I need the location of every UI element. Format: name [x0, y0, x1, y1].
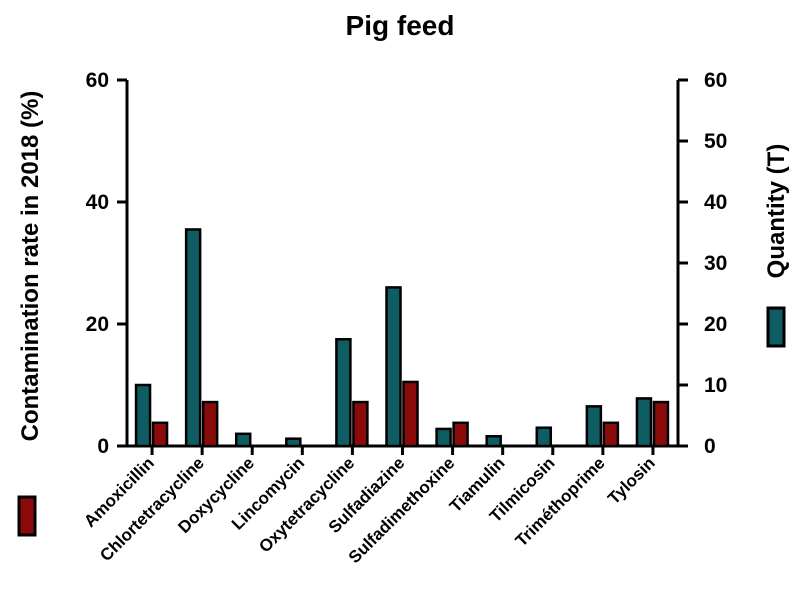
bar-quantity-0 — [134, 383, 152, 448]
left-tick-label: 60 — [86, 69, 109, 92]
bar-quantity-10 — [635, 397, 653, 448]
left-axis-label-group: Contamination rate in 2018 (%) — [17, 91, 44, 537]
bar-contamination-4 — [352, 400, 369, 448]
legend-swatch-right — [766, 306, 786, 348]
right-axis-label-group: Quantity (T) — [763, 144, 790, 348]
category-label: Tylosin — [604, 453, 659, 508]
bar-quantity-4 — [335, 338, 352, 448]
x-ticks — [150, 446, 655, 455]
category-label: Triméthoprime — [512, 453, 609, 550]
bar-contamination-0 — [151, 421, 169, 448]
bar-contamination-1 — [201, 400, 219, 448]
bar-contamination-5 — [402, 380, 419, 448]
bar-quantity-7 — [485, 434, 502, 448]
right-tick-label: 50 — [704, 130, 727, 153]
right-tick-label: 40 — [704, 191, 727, 214]
right-tick-label: 0 — [704, 435, 716, 458]
bar-quantity-8 — [535, 426, 553, 448]
bar-quantity-2 — [234, 432, 252, 448]
left-tick-label: 0 — [97, 435, 109, 458]
left-axis-label: Contamination rate in 2018 (%) — [17, 91, 44, 442]
chart-title: Pig feed — [346, 10, 455, 41]
right-tick-label: 10 — [704, 374, 727, 397]
bar-quantity-9 — [585, 405, 603, 448]
category-labels: AmoxicillinChlortetracyclineDoxycyclineL… — [80, 453, 658, 567]
right-axis-label: Quantity (T) — [763, 144, 790, 279]
legend-swatch-left — [17, 495, 37, 537]
right-tick-label: 30 — [704, 252, 727, 275]
bar-contamination-10 — [652, 400, 670, 448]
bar-contamination-6 — [452, 421, 469, 448]
left-tick-label: 40 — [86, 191, 109, 214]
right-ticks: 0 10 20 30 40 50 60 — [678, 69, 727, 458]
left-tick-label: 20 — [86, 313, 109, 336]
bar-quantity-3 — [285, 437, 302, 448]
bar-quantity-6 — [435, 427, 452, 448]
bar-quantity-1 — [184, 228, 202, 448]
bars — [134, 228, 670, 448]
left-ticks: 0 20 40 60 — [86, 69, 127, 458]
bar-quantity-5 — [385, 286, 402, 448]
right-tick-label: 60 — [704, 69, 727, 92]
right-tick-label: 20 — [704, 313, 727, 336]
bar-contamination-9 — [602, 421, 620, 448]
